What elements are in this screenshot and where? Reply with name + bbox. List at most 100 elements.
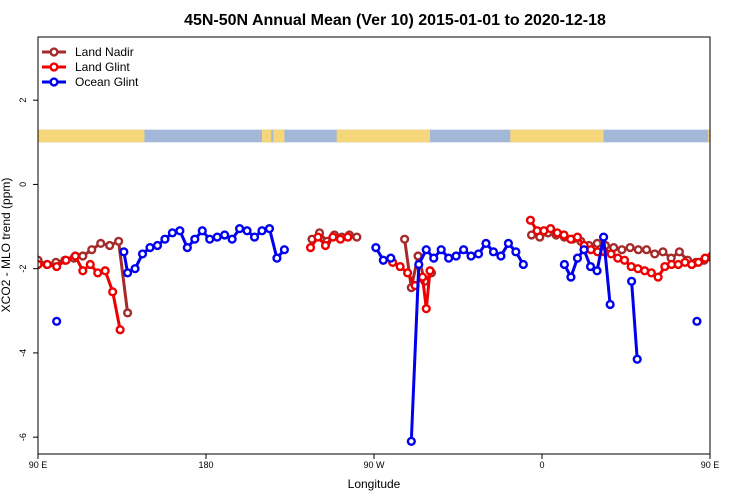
x-tick-label: 90 E [29,460,48,470]
y-tick-label: -2 [18,265,28,273]
isolated-point [52,316,62,326]
ocean-glint-point [429,253,439,263]
ocean-glint-line [740,233,750,271]
land-glint-point [335,234,346,244]
land-nadir-point [717,251,724,258]
x-axis: 90 E 180 90 W 0 90 E [29,454,720,470]
land-glint-point [707,251,710,261]
land-glint-point [425,266,435,276]
ocean-glint-line [630,281,639,360]
land-glint-point [305,243,316,253]
plot-area [38,129,750,446]
land-glint-point [343,232,353,242]
ocean-glint-point [152,240,163,251]
land-strip-segment [273,129,285,143]
ocean-glint-point [197,226,207,236]
land-nadir-point [674,247,684,257]
ocean-glint-point [598,232,609,242]
x-tick-label: 90 W [363,460,385,470]
ocean-glint-point [744,267,750,274]
land-nadir-point [650,249,660,259]
land-glint-point [100,266,110,276]
land-nadir-point [87,245,97,255]
land-glint-point [619,255,630,265]
land-nadir-point [114,236,124,246]
land-glint-point [70,251,80,261]
land-glint-point [395,261,405,272]
land-glint-point [729,265,736,272]
ocean-glint-point [235,224,245,234]
ocean-glint-point [421,245,431,255]
ocean-glint-point [264,224,275,234]
ocean-glint-point [279,245,290,255]
ocean-glint-point [592,266,602,276]
chart-title: 45N-50N Annual Mean (Ver 10) 2015-01-01 … [184,12,606,29]
ocean-glint-point [566,272,576,282]
ocean-glint-line [409,241,525,442]
ocean-glint-point [242,226,252,236]
land-glint-point [115,325,125,335]
legend-marker-ocean-glint [49,77,59,87]
land-glint-point [403,268,413,278]
land-glint-point [42,259,52,270]
ocean-glint-point [182,243,192,253]
land-strip-segment [510,129,604,143]
land-glint-point [78,266,88,276]
ocean-glint-point [496,251,506,261]
ocean-glint-point [386,253,396,263]
ocean-glint-point [605,299,615,310]
x-tick-label: 180 [198,460,213,470]
ocean-glint-point [371,243,381,253]
land-glint-point [742,326,749,333]
land-glint-point [545,224,556,234]
ocean-glint-point [488,247,499,257]
ocean-glint-point [632,354,642,364]
ocean-glint-point [414,259,424,270]
land-nadir-point [526,230,537,240]
ocean-glint-point [122,268,133,278]
ocean-glint-point [559,259,570,270]
land-nadir-point [658,247,668,257]
land-glint-point [85,259,95,270]
land-nadir-point [400,234,410,244]
ocean-glint-point [518,259,528,270]
land-glint-point [421,304,431,314]
land-nadir-point [742,242,749,249]
land-glint-point [525,215,536,225]
land-nadir-point [617,245,627,255]
land-glint-point [313,232,323,242]
land-glint-point [715,267,722,274]
ocean-glint-point [137,249,148,259]
ocean-glint-point [466,251,476,261]
land-nadir-point [122,308,133,318]
land-nadir-point [625,243,635,253]
land-glint-point [735,288,742,295]
ocean-glint-point [145,243,155,253]
land-glint-point [559,230,569,240]
ocean-glint-point [626,276,637,286]
ocean-glint-point [190,234,200,244]
ocean-glint-point [406,436,416,446]
ocean-glint-point [503,238,514,248]
legend-label-land-glint: Land Glint [75,60,130,74]
ocean-glint-point [249,232,260,242]
ocean-glint-point [160,234,170,244]
legend-marker-land-glint [49,62,59,72]
ocean-glint-point [585,261,596,272]
x-tick-label: 0 [539,460,544,470]
legend-marker-land-nadir [49,47,59,57]
land-nadir-point [641,245,652,255]
isolated-point [692,316,702,326]
land-glint-point [693,257,704,267]
ocean-glint-point [130,264,140,274]
legend-label-land-nadir: Land Nadir [75,45,134,59]
y-tick-label: -4 [18,349,28,357]
land-glint-point [328,232,338,242]
ocean-glint-point [119,247,129,257]
y-tick-label: -6 [18,433,28,441]
x-tick-label: 90 E [701,460,720,470]
ocean-glint-point [227,234,237,244]
land-glint-point [417,272,428,282]
